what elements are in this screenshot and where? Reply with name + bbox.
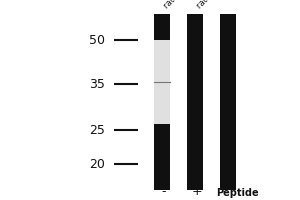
Text: -: - [161,185,166,198]
Text: rat muscle: rat muscle [162,0,200,10]
Text: 50: 50 [89,33,105,46]
Bar [220,14,236,190]
Text: Peptide: Peptide [216,188,259,198]
Bar [187,14,203,190]
Text: 35: 35 [89,78,105,90]
Bar [154,40,170,124]
Text: 25: 25 [89,123,105,136]
Text: 20: 20 [89,158,105,170]
Bar [154,14,170,190]
Text: +: + [191,185,202,198]
Text: rat muscle: rat muscle [195,0,232,10]
